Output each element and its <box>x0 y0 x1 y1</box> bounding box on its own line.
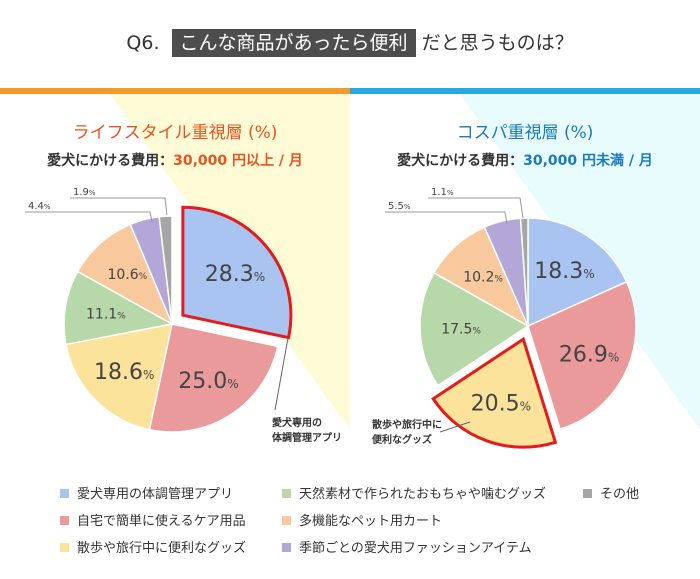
subtitle-prefix: 愛犬にかける費用： <box>47 153 174 169</box>
pie-slice <box>419 271 530 387</box>
legend-item: 愛犬専用の体調管理アプリ <box>60 483 233 502</box>
pie-slice <box>527 280 637 431</box>
data-label: 4.4% <box>28 201 51 212</box>
right-annotation: 散歩や旅行中に 便利なグッズ <box>372 418 442 448</box>
leader-line <box>25 211 153 223</box>
annotation-leader <box>439 421 471 433</box>
legend-item: その他 <box>583 483 639 502</box>
legend-label: 自宅で簡単に使えるケア用品 <box>77 514 246 529</box>
subtitle-value: 30,000 円未満 / 月 <box>523 153 653 169</box>
pie-slice <box>63 270 175 346</box>
left-annotation: 愛犬専用の体調管理アプリ <box>272 416 342 446</box>
legend-item: 天然素材で作られたおもちゃや噛むグッズ <box>282 483 546 502</box>
legend-swatch <box>60 516 69 525</box>
leader-line <box>428 197 524 219</box>
orange-bar <box>0 88 350 94</box>
pie-slice <box>65 323 173 431</box>
data-label: 5.5% <box>388 201 411 212</box>
blue-bar <box>350 88 700 94</box>
legend-item: 多機能なペット用カート <box>282 510 442 529</box>
pie-slice <box>519 217 529 327</box>
data-label: 11.1% <box>86 306 126 322</box>
legend-label: 天然素材で作られたおもちゃや噛むグッズ <box>299 487 547 502</box>
legend-item: 散歩や旅行中に便利なグッズ <box>60 537 246 556</box>
annotation-leader <box>274 337 289 411</box>
legend-label: 季節ごとの愛犬用ファッションアイテム <box>299 541 532 556</box>
legend-label: 愛犬専用の体調管理アプリ <box>77 487 234 502</box>
legend-swatch <box>60 489 69 498</box>
legend-label: 散歩や旅行中に便利なグッズ <box>77 541 247 556</box>
pie-slice <box>527 217 628 328</box>
right-chart-subtitle: 愛犬にかける費用：30,000 円未満 / 月 <box>350 150 700 170</box>
data-label: 10.2% <box>463 269 503 285</box>
subtitle-prefix: 愛犬にかける費用： <box>397 153 524 169</box>
legend-swatch <box>282 543 291 552</box>
annotation-line: 便利なグッズ <box>372 435 432 446</box>
legend-swatch <box>282 489 291 498</box>
subtitle-value: 30,000 円以上 / 月 <box>173 153 303 169</box>
title-highlight: こんな商品があったら便利 <box>171 29 416 57</box>
question-number: Q6. <box>126 32 160 54</box>
data-label: 1.9% <box>73 187 96 198</box>
leader-line <box>385 211 508 225</box>
right-chart-title: コスパ重視層 (%) <box>456 123 594 143</box>
annotation-line: 愛犬専用の <box>272 418 322 429</box>
pie-slice <box>181 205 293 340</box>
data-label: 10.6% <box>108 267 148 283</box>
annotation-line: 体調管理アプリ <box>272 433 342 444</box>
title-rest: だと思うものは？ <box>421 32 574 54</box>
data-label: 17.5% <box>441 321 481 337</box>
data-label: 26.9% <box>559 343 619 368</box>
legend-item: 自宅で簡単に使えるケア用品 <box>60 510 246 529</box>
left-chart-title: ライフスタイル重視層 (%) <box>72 123 278 143</box>
legend-swatch <box>282 516 291 525</box>
pie-slice <box>148 323 279 433</box>
annotation-line: 散歩や旅行中に <box>372 420 442 431</box>
legend-item: 季節ごとの愛犬用ファッションアイテム <box>282 537 532 556</box>
page-title: Q6. こんな商品があったら便利 だと思うものは？ <box>0 28 700 57</box>
data-label: 28.3% <box>205 262 265 287</box>
data-label: 1.1% <box>431 187 454 198</box>
leader-line <box>70 197 168 216</box>
legend-label: 多機能なペット用カート <box>299 514 443 529</box>
pie-slice <box>76 223 174 326</box>
legend-swatch <box>583 489 592 498</box>
legend-label: その他 <box>600 487 640 502</box>
pie-slice <box>158 215 173 325</box>
left-chart-subtitle: 愛犬にかける費用：30,000 円以上 / 月 <box>0 150 350 170</box>
legend-swatch <box>60 543 69 552</box>
pie-slice <box>431 336 558 449</box>
